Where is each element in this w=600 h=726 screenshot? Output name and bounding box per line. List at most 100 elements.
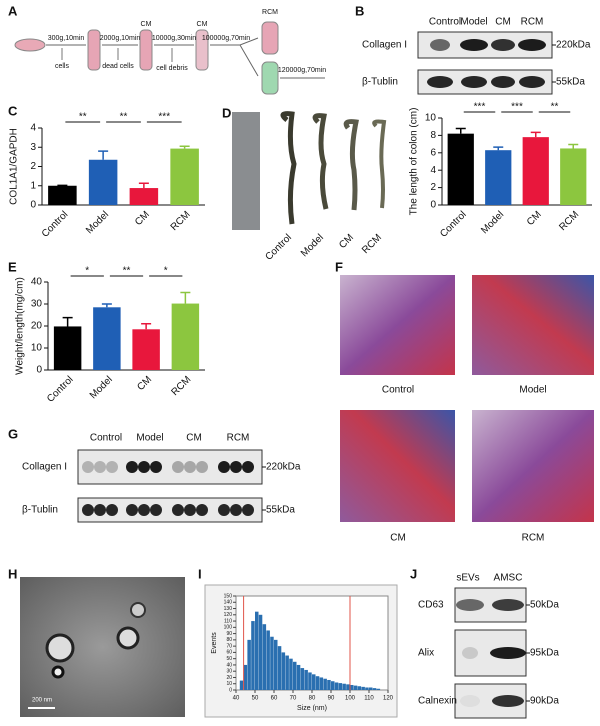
- y-tick-label: 20: [226, 675, 232, 681]
- row-label: Collagen I: [362, 40, 407, 51]
- colon: [372, 119, 387, 209]
- panel-label: E: [8, 259, 17, 274]
- lane-label: RCM: [227, 433, 250, 444]
- blot-band: [82, 461, 94, 473]
- y-axis-label: COL1A1/GAPDH: [9, 128, 20, 205]
- x-tick-label: Control: [45, 374, 76, 405]
- flow-text: RCM: [262, 9, 278, 16]
- lane-label: AMSC: [494, 573, 523, 584]
- size-label: 220kDa: [266, 462, 301, 473]
- error-bar: [530, 131, 541, 138]
- histogram-bar: [270, 636, 274, 690]
- error-bar: [101, 303, 112, 308]
- blot-band: [94, 504, 106, 516]
- bar: [48, 185, 77, 205]
- x-tick-label: 100: [345, 696, 356, 702]
- significance-label: *: [85, 266, 89, 277]
- error-bar: [493, 146, 504, 151]
- histogram-bar: [327, 679, 331, 690]
- y-tick-label: 8: [430, 130, 436, 141]
- histogram-bar: [255, 611, 259, 690]
- lane-label: Model: [136, 433, 163, 444]
- histogram-bar: [285, 655, 289, 690]
- size-label: 55kDa: [556, 77, 585, 88]
- histogram-bar: [262, 624, 267, 690]
- lane-label: Control: [90, 433, 122, 444]
- bar: [93, 307, 121, 370]
- x-tick-label: CM: [133, 209, 152, 228]
- vesicle: [45, 633, 75, 663]
- size-label: 55kDa: [266, 505, 295, 516]
- bar: [171, 303, 200, 370]
- bar: [129, 188, 159, 205]
- blot-band: [492, 695, 524, 707]
- panel-label: D: [222, 105, 231, 120]
- blot-band: [456, 599, 484, 611]
- histogram-bar: [342, 683, 346, 690]
- y-tick-label: 0: [30, 200, 36, 211]
- y-tick-label: 10: [425, 113, 437, 124]
- x-tick-label: CM: [135, 374, 154, 393]
- histology-image: [472, 410, 594, 522]
- x-tick-label: Model: [88, 374, 115, 401]
- size-label: 90kDa: [530, 696, 559, 707]
- flow-text: 120000g,70min: [278, 67, 326, 74]
- histogram-bar: [243, 664, 248, 690]
- y-tick-label: 70: [226, 643, 232, 649]
- histogram-bar: [274, 639, 278, 690]
- lane-label: Control: [429, 17, 461, 28]
- histogram-bar: [369, 687, 373, 690]
- blot-band: [242, 461, 254, 473]
- x-label: Control: [263, 232, 294, 263]
- blot-band: [184, 504, 196, 516]
- size-label: 50kDa: [530, 600, 559, 611]
- flow-text: CM: [197, 21, 208, 28]
- significance-label: *: [164, 266, 168, 277]
- blot-band: [460, 39, 488, 51]
- flow-text: 10000g,30min: [152, 35, 196, 42]
- histogram-bar: [239, 680, 244, 690]
- blot-band: [172, 461, 184, 473]
- x-tick-label: Model: [479, 209, 506, 236]
- y-tick-label: 60: [226, 650, 232, 656]
- blot-band: [490, 647, 526, 659]
- x-label: CM: [337, 232, 356, 251]
- blot-band: [172, 504, 184, 516]
- bar: [485, 150, 512, 205]
- y-tick-label: 30: [31, 299, 43, 310]
- x-tick-label: 50: [252, 696, 259, 702]
- histogram-bar: [247, 639, 251, 690]
- flow-text: dead cells: [102, 63, 134, 70]
- histology-image: [340, 275, 455, 375]
- size-label: 220kDa: [556, 40, 591, 51]
- x-tick-label: 60: [271, 696, 278, 702]
- histogram-bar: [372, 688, 377, 690]
- blot-band: [230, 461, 242, 473]
- error-bar: [179, 145, 190, 149]
- histogram-bar: [350, 684, 354, 690]
- x-tick-label: RCM: [557, 209, 581, 233]
- tube: [261, 21, 279, 55]
- x-tick-label: 70: [290, 696, 297, 702]
- dish: [14, 38, 46, 52]
- x-axis-label: Size (nm): [297, 705, 327, 712]
- caption: RCM: [522, 533, 545, 544]
- x-tick-label: RCM: [169, 374, 193, 398]
- row-label: β-Tublin: [362, 77, 398, 88]
- caption: Model: [519, 385, 546, 396]
- blot-band: [242, 504, 254, 516]
- vesicle: [51, 665, 65, 679]
- y-tick-label: 0: [430, 200, 436, 211]
- y-tick-label: 90: [226, 631, 232, 637]
- significance-label: **: [123, 266, 131, 277]
- blot-band: [82, 504, 94, 516]
- significance-label: **: [79, 112, 87, 123]
- y-tick-label: 2: [430, 182, 436, 193]
- histogram-bar: [376, 688, 381, 690]
- y-tick-label: 110: [224, 618, 232, 624]
- histology-image: [472, 275, 594, 375]
- significance-label: ***: [474, 102, 486, 113]
- panel-label: I: [198, 566, 202, 581]
- y-tick-label: 130: [224, 606, 233, 612]
